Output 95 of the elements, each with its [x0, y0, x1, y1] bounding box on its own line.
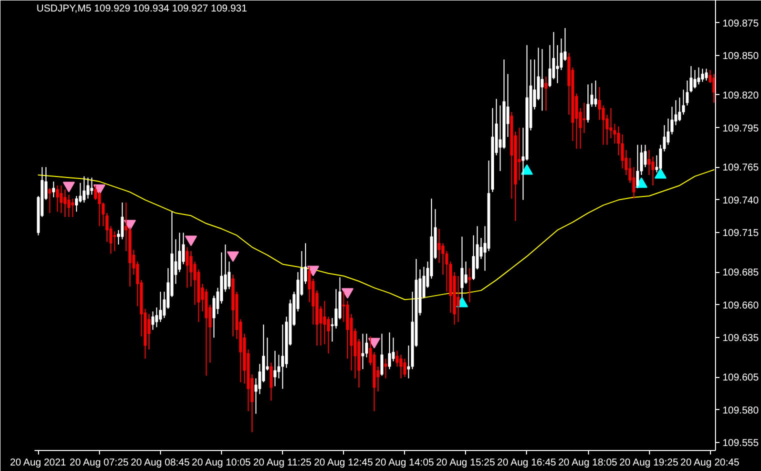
y-tick-label: 109.660 — [722, 300, 760, 312]
candlestick — [556, 44, 559, 84]
candlestick — [94, 184, 98, 200]
candlestick — [82, 176, 86, 204]
x-tick-label: 20 Aug 20:45 — [680, 458, 740, 468]
y-tick-label: 109.850 — [722, 51, 760, 62]
candlestick — [190, 250, 192, 288]
candlestick — [400, 354, 402, 379]
y-tick-label: 109.635 — [722, 333, 760, 344]
y-tick-label: 109.605 — [722, 372, 760, 384]
candlestick — [648, 150, 651, 176]
candlestick — [380, 333, 384, 376]
candlestick — [71, 198, 74, 218]
candlestick — [438, 228, 441, 264]
candlestick — [442, 242, 444, 276]
point — [227, 251, 239, 262]
candlestick — [151, 310, 154, 330]
candlestick — [518, 127, 521, 181]
candlestick — [651, 156, 654, 186]
candlestick — [644, 144, 647, 168]
candlestick — [67, 194, 70, 218]
candlestick — [586, 84, 590, 124]
y-tick-label: 109.685 — [722, 268, 760, 279]
y-tick-label: 109.795 — [722, 123, 760, 134]
candlestick — [460, 236, 464, 298]
x-tick-label: 20 Aug 07:25 — [70, 458, 130, 468]
line-series — [38, 169, 714, 300]
y-tick-label: 109.580 — [722, 405, 760, 416]
x-tick-label: 20 Aug 19:25 — [619, 458, 679, 468]
candlestick — [403, 358, 406, 378]
x-tick-label: 20 Aug 15:25 — [436, 458, 496, 468]
candlestick — [270, 362, 273, 402]
point — [368, 338, 380, 348]
candlestick — [155, 306, 158, 328]
y-tick-label: 109.740 — [722, 195, 760, 206]
candlestick — [60, 184, 63, 214]
candlestick — [281, 324, 284, 390]
y-tick-label: 109.555 — [722, 438, 760, 450]
candlestick — [701, 68, 704, 82]
candlestick — [697, 66, 700, 85]
candlestick — [693, 70, 696, 89]
x-tick-label: 20 Aug 08:45 — [130, 458, 190, 468]
candlestick — [468, 268, 472, 303]
candlestick — [498, 104, 502, 172]
candlestick — [384, 358, 388, 379]
candlestick — [456, 276, 460, 322]
x-tick-label: 20 Aug 10:05 — [192, 458, 252, 468]
candlestick — [598, 86, 601, 120]
candlestick — [323, 300, 326, 345]
candlestick — [113, 230, 116, 252]
candlestick — [178, 232, 181, 273]
point — [185, 236, 198, 246]
candlestick — [64, 188, 66, 218]
candlestick — [98, 192, 101, 227]
x-tick-label: 20 Aug 2021 — [10, 458, 67, 468]
chart-title: USDJPY,M5 109.929 109.934 109.927 109.931 — [36, 4, 248, 14]
candlestick — [86, 177, 90, 200]
candlestick — [396, 350, 399, 368]
candlestick — [48, 188, 52, 214]
candlestick — [472, 234, 475, 280]
candlestick — [120, 202, 124, 240]
candlestick — [464, 261, 468, 284]
candlestick — [704, 68, 708, 82]
candlestick — [678, 97, 682, 122]
candlestick — [148, 314, 150, 350]
candlestick — [388, 332, 391, 370]
x-tick-label: 20 Aug 14:05 — [375, 458, 434, 468]
point — [342, 288, 354, 299]
y-tick-label: 109.820 — [722, 90, 760, 102]
candlestick — [544, 76, 548, 112]
candlestick — [56, 184, 59, 212]
y-tick-label: 109.715 — [722, 228, 760, 240]
y-tick-label: 109.765 — [722, 162, 760, 174]
x-tick-label: 20 Aug 11:25 — [253, 458, 312, 468]
y-tick-label: 109.875 — [722, 18, 760, 30]
candlestick — [274, 350, 276, 387]
candlestick — [159, 291, 162, 322]
candlestick — [632, 166, 636, 200]
x-tick-label: 20 Aug 18:05 — [558, 458, 618, 468]
candlestick — [106, 212, 108, 242]
candlestick — [636, 144, 640, 189]
candlestick — [334, 288, 338, 329]
point — [124, 220, 136, 230]
candlestick — [90, 177, 94, 196]
candlestick — [361, 333, 364, 370]
candlestick — [540, 48, 544, 112]
candlestick — [594, 80, 598, 108]
candlestick — [326, 316, 330, 354]
candlestick — [186, 246, 189, 288]
x-tick-label: 20 Aug 16:45 — [497, 458, 557, 468]
candlestick — [75, 195, 78, 212]
candlestick — [582, 102, 586, 134]
point — [62, 182, 75, 192]
candlestick — [52, 181, 56, 198]
x-tick-label: 20 Aug 12:45 — [314, 458, 374, 468]
